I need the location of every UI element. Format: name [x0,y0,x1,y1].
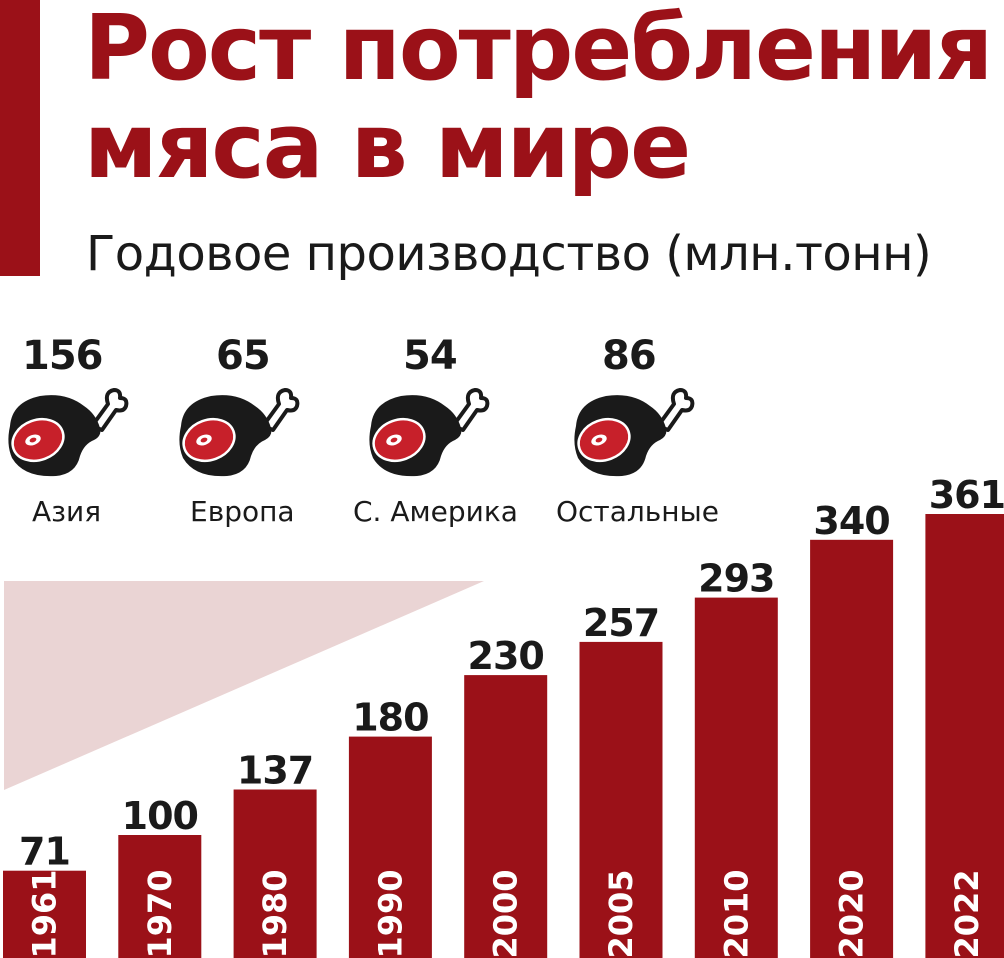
value-label: 71 [19,830,70,874]
value-label: 257 [583,601,659,645]
value-label: 361 [929,473,1004,517]
category-label: 1990 [371,869,409,958]
bar-2010 [694,597,778,958]
value-label: 293 [698,557,774,601]
region-label: Остальные [556,495,719,528]
category-label: 2010 [717,869,755,958]
accent-bar [0,0,40,276]
category-label: 2000 [487,869,525,958]
bar-1970 [118,835,202,958]
bar-1990 [348,736,432,958]
region-value: 54 [403,333,458,379]
page-title: Рост потребления мяса в мире [84,0,993,199]
value-label: 180 [352,696,428,740]
category-label: 2005 [602,869,640,958]
background-triangle [4,581,484,790]
bar-2022 [925,514,1004,958]
value-label: 100 [122,794,198,838]
bar-1980 [233,789,317,958]
region-value: 86 [602,333,657,379]
category-label: 2022 [948,869,986,958]
bar-1961 [3,870,86,958]
value-label: 340 [813,499,889,543]
title-line-2: мяса в мире [84,94,691,199]
category-label: 2020 [833,869,871,958]
subtitle: Годовое производство (млн.тонн) [86,226,932,282]
bar-2005 [579,641,663,958]
region-label: Азия [32,495,102,528]
bar-2020 [810,539,894,958]
value-label: 230 [468,634,544,678]
category-label: 1980 [256,869,294,958]
category-label: 1961 [26,869,64,958]
region-label: Европа [190,495,295,528]
value-label: 137 [237,749,313,793]
bar-2000 [464,675,548,958]
region-label: С. Америка [353,495,518,528]
region-value: 156 [22,333,103,379]
category-label: 1970 [141,869,179,958]
region-value: 65 [216,333,271,379]
title-line-1: Рост потребления [84,0,993,101]
